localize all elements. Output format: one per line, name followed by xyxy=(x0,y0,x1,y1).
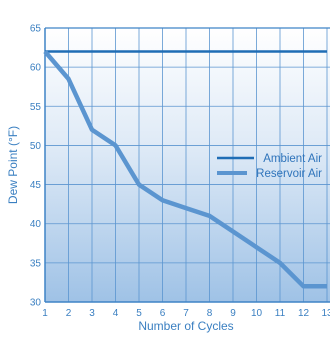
y-tick-label-65: 65 xyxy=(30,24,42,35)
legend: Ambient Air Reservoir Air xyxy=(217,153,322,180)
axes xyxy=(44,27,330,303)
y-tick-label-50: 50 xyxy=(30,141,42,152)
x-tick-label-4: 4 xyxy=(113,308,119,319)
plot-area xyxy=(45,28,330,302)
x-tick-label-5: 5 xyxy=(136,308,142,319)
legend-reservoir-air-label: Reservoir Air xyxy=(256,168,322,180)
y-tick-label-40: 40 xyxy=(30,219,42,230)
y-tick-label-60: 60 xyxy=(30,63,42,74)
x-tick-label-7: 7 xyxy=(183,308,189,319)
x-tick-label-2: 2 xyxy=(66,308,72,319)
y-tick-label-45: 45 xyxy=(30,180,42,191)
x-tick-label-6: 6 xyxy=(160,308,166,319)
y-tick-label-55: 55 xyxy=(30,102,42,113)
x-tick-label-10: 10 xyxy=(251,308,263,319)
x-tick-label-11: 11 xyxy=(275,308,286,319)
y-tick-label-35: 35 xyxy=(30,258,42,269)
x-tick-label-3: 3 xyxy=(89,308,95,319)
x-tick-label-8: 8 xyxy=(207,308,213,319)
series xyxy=(43,50,327,289)
x-tick-label-9: 9 xyxy=(230,308,236,319)
series-line-reservoir-air xyxy=(43,50,327,289)
x-axis-title: Number of Cycles xyxy=(138,319,233,333)
legend-ambient-air-label: Ambient Air xyxy=(263,153,322,165)
x-tick-label-1: 1 xyxy=(42,308,48,319)
x-tick-label-12: 12 xyxy=(298,308,310,319)
x-tick-label-13: 13 xyxy=(321,308,330,319)
y-axis-title: Dew Point (°F) xyxy=(6,126,20,204)
y-tick-label-30: 30 xyxy=(30,298,42,309)
